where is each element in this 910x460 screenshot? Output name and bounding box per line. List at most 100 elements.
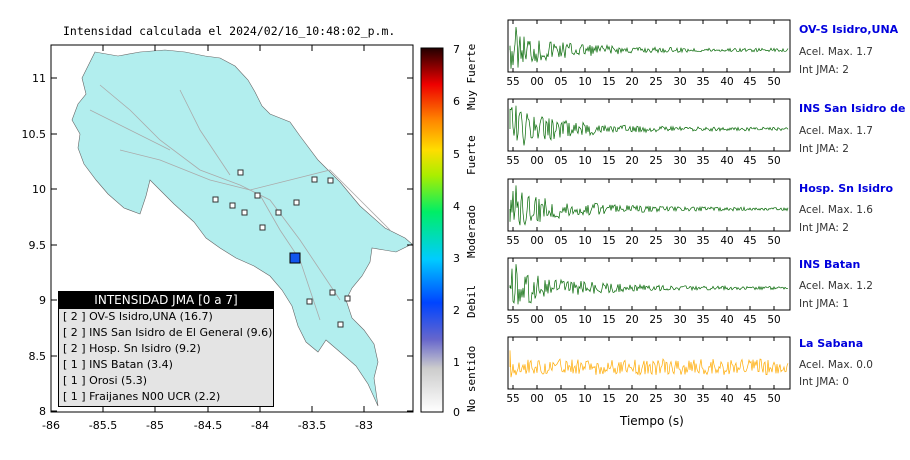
station-int: Int JMA: 2 xyxy=(799,222,849,234)
station-int: Int JMA: 2 xyxy=(799,64,849,76)
time-tick-label: 40 xyxy=(720,76,733,88)
seismogram-panel: 55 00 05 10 15 20 25 30 35 40 45 50 xyxy=(506,178,791,247)
lat-tick-label: 9.5 xyxy=(29,239,47,252)
scale-number: 7 xyxy=(453,43,460,56)
station-name: INS San Isidro de El Ge xyxy=(799,102,910,115)
station-name: OV-S Isidro,UNA xyxy=(799,23,899,36)
time-tick-label: 50 xyxy=(767,155,780,167)
time-tick-label: 35 xyxy=(696,76,709,88)
time-tick-label: 45 xyxy=(743,155,756,167)
time-tick-label: 40 xyxy=(720,235,733,247)
station-acel: Acel. Max. 1.7 xyxy=(799,125,873,137)
scale-number: 2 xyxy=(453,304,460,317)
time-tick-label: 25 xyxy=(649,76,662,88)
time-tick-label: 05 xyxy=(554,76,567,88)
time-tick-label: 05 xyxy=(554,393,567,405)
station-name: La Sabana xyxy=(799,337,864,350)
lat-tick-label: 8 xyxy=(39,405,46,418)
time-tick-label: 35 xyxy=(696,393,709,405)
time-tick-label: 00 xyxy=(530,393,543,405)
time-tick-label: 10 xyxy=(578,155,591,167)
time-tick-label: 10 xyxy=(578,235,591,247)
station-int: Int JMA: 0 xyxy=(799,376,849,388)
time-tick-label: 00 xyxy=(530,155,543,167)
station-int: Int JMA: 2 xyxy=(799,143,849,155)
time-tick-label: 00 xyxy=(530,235,543,247)
time-tick-label: 15 xyxy=(602,155,615,167)
time-tick-label: 15 xyxy=(602,393,615,405)
seismogram-panel: 55 00 05 10 15 20 25 30 35 40 45 50 xyxy=(506,19,791,88)
time-tick-label: 30 xyxy=(673,314,686,326)
time-tick-label: 20 xyxy=(625,155,638,167)
time-tick-label: 10 xyxy=(578,393,591,405)
legend-header: INTENSIDAD JMA [0 a 7] xyxy=(59,292,273,309)
epicenter-marker xyxy=(289,252,301,264)
time-tick-label: 55 xyxy=(506,76,519,88)
scale-number: 3 xyxy=(453,252,460,265)
intensity-legend: INTENSIDAD JMA [0 a 7] [ 2 ] OV-S Isidro… xyxy=(58,291,274,407)
seismogram-panel: 55 00 05 10 15 20 25 30 35 40 45 50 xyxy=(506,336,791,405)
time-tick-label: 40 xyxy=(720,155,733,167)
scale-number: 0 xyxy=(453,406,460,419)
time-tick-label: 25 xyxy=(649,393,662,405)
legend-item: [ 1 ] INS Batan (3.4) xyxy=(63,358,173,371)
map-title: Intensidad calculada el 2024/02/16_10:48… xyxy=(63,24,396,38)
time-tick-label: 45 xyxy=(743,76,756,88)
time-tick-label: 00 xyxy=(530,314,543,326)
time-tick-label: 10 xyxy=(578,76,591,88)
station-name: Hosp. Sn Isidro xyxy=(799,182,894,195)
time-tick-label: 30 xyxy=(673,393,686,405)
intensity-color-scale xyxy=(420,47,444,413)
time-tick-label: 50 xyxy=(767,76,780,88)
legend-item: [ 2 ] OV-S Isidro,UNA (16.7) xyxy=(63,310,213,323)
longitude-ticks: -86 -85.5 -85 -84.5 -84 -83.5 -83 xyxy=(42,45,373,432)
waveform-trace xyxy=(509,350,789,378)
station-acel: Acel. Max. 1.7 xyxy=(799,46,873,58)
time-tick-label: 05 xyxy=(554,155,567,167)
costa-rica-land xyxy=(71,49,413,407)
time-tick-label: 55 xyxy=(506,235,519,247)
legend-item: [ 1 ] Fraijanes N00 UCR (2.2) xyxy=(63,390,221,403)
time-tick-label: 55 xyxy=(506,155,519,167)
station-acel: Acel. Max. 0.0 xyxy=(799,359,873,371)
time-tick-label: 55 xyxy=(506,393,519,405)
time-tick-label: 20 xyxy=(625,393,638,405)
waveform-trace xyxy=(509,264,788,305)
scale-number: 4 xyxy=(453,200,460,213)
time-tick-label: 30 xyxy=(673,235,686,247)
time-tick-label: 35 xyxy=(696,155,709,167)
waveform-trace xyxy=(509,185,789,226)
lat-tick-label: 10 xyxy=(32,183,46,196)
time-tick-label: 25 xyxy=(649,314,662,326)
lat-tick-label: 10.5 xyxy=(22,128,47,141)
time-tick-label: 40 xyxy=(720,314,733,326)
seismogram-panel: 55 00 05 10 15 20 25 30 35 40 45 50 xyxy=(506,98,791,167)
time-tick-label: 35 xyxy=(696,235,709,247)
time-tick-label: 20 xyxy=(625,314,638,326)
time-tick-label: 15 xyxy=(602,314,615,326)
time-tick-label: 50 xyxy=(767,393,780,405)
station-markers xyxy=(212,169,351,328)
lon-tick-label: -86 xyxy=(42,419,60,432)
time-tick-label: 30 xyxy=(673,76,686,88)
lon-tick-label: -84 xyxy=(251,419,269,432)
lat-tick-label: 9 xyxy=(39,294,46,307)
time-tick-label: 40 xyxy=(720,393,733,405)
time-tick-label: 20 xyxy=(625,76,638,88)
time-tick-label: 30 xyxy=(673,155,686,167)
scale-number: 6 xyxy=(453,95,460,108)
lon-tick-label: -83.5 xyxy=(298,419,326,432)
time-tick-label: 35 xyxy=(696,314,709,326)
legend-item: [ 1 ] Orosi (5.3) xyxy=(63,374,148,387)
time-tick-label: 10 xyxy=(578,314,591,326)
station-int: Int JMA: 1 xyxy=(799,298,849,310)
time-tick-label: 25 xyxy=(649,235,662,247)
time-tick-label: 15 xyxy=(602,76,615,88)
scale-number: 1 xyxy=(453,356,460,369)
lat-tick-label: 8.5 xyxy=(29,350,47,363)
time-tick-label: 50 xyxy=(767,314,780,326)
scale-number: 5 xyxy=(453,148,460,161)
station-acel: Acel. Max. 1.2 xyxy=(799,280,873,292)
time-tick-label: 45 xyxy=(743,314,756,326)
